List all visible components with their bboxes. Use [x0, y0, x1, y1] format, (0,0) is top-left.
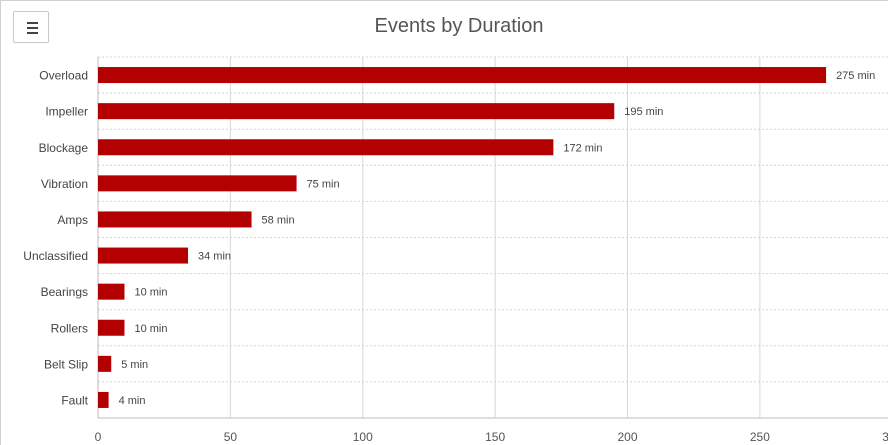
category-label: Unclassified	[23, 249, 88, 263]
data-label: 34 min	[198, 251, 231, 263]
x-tick-label: 50	[224, 430, 238, 444]
data-label: 10 min	[134, 323, 167, 335]
bar[interactable]	[98, 247, 189, 264]
data-label: 58 min	[262, 214, 295, 226]
bar[interactable]	[98, 319, 125, 336]
bar[interactable]	[98, 103, 615, 120]
bar[interactable]	[98, 139, 554, 156]
category-label: Bearings	[41, 285, 88, 299]
category-label: Rollers	[51, 321, 88, 335]
category-label: Impeller	[45, 105, 88, 119]
data-label: 5 min	[121, 359, 148, 371]
category-label: Overload	[39, 69, 88, 83]
chart-menu-button[interactable]	[13, 11, 49, 43]
bar[interactable]	[98, 175, 297, 192]
x-tick-label: 0	[95, 430, 102, 444]
x-tick-label: 100	[353, 430, 373, 444]
bar[interactable]	[98, 355, 112, 372]
bar[interactable]	[98, 391, 109, 408]
data-label: 275 min	[836, 70, 875, 82]
category-label: Vibration	[41, 177, 88, 191]
x-tick-label: 150	[485, 430, 505, 444]
category-label: Fault	[61, 393, 88, 407]
category-label: Blockage	[39, 141, 89, 155]
hamburger-menu-icon-line	[27, 32, 38, 34]
hamburger-menu-icon	[27, 22, 38, 24]
x-tick-label: 200	[617, 430, 637, 444]
data-label: 4 min	[119, 395, 146, 407]
hamburger-menu-icon-line	[27, 27, 38, 29]
data-label: 10 min	[134, 287, 167, 299]
data-label: 172 min	[563, 142, 602, 154]
bar[interactable]	[98, 211, 252, 228]
bar[interactable]	[98, 283, 125, 300]
category-label: Amps	[57, 213, 88, 227]
chart-title: Events by Duration	[374, 15, 544, 37]
category-label: Belt Slip	[44, 357, 88, 371]
x-tick-label: 250	[750, 430, 770, 444]
data-label: 195 min	[624, 106, 663, 118]
bar[interactable]	[98, 67, 827, 84]
x-tick-label: 300	[882, 430, 888, 444]
data-label: 75 min	[307, 178, 340, 190]
